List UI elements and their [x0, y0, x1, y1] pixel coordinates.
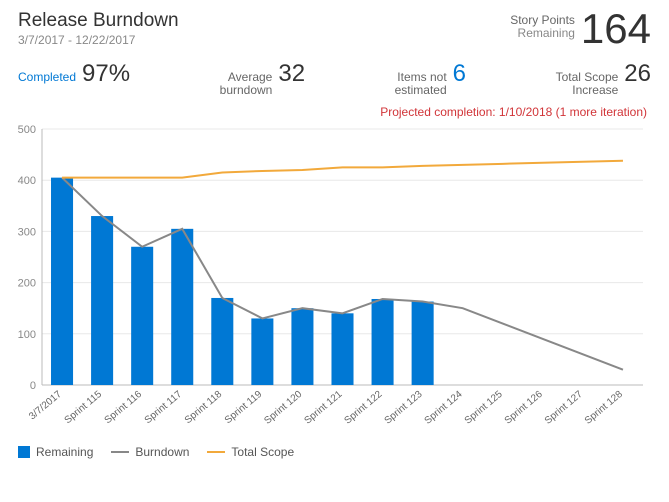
- stat-not-estimated: Items not estimated 6: [395, 60, 466, 97]
- primary-metric: Story Points Remaining 164: [510, 10, 651, 48]
- date-range: 3/7/2017 - 12/22/2017: [18, 33, 179, 47]
- stat-avg-burndown-value: 32: [278, 60, 305, 88]
- svg-text:Sprint 122: Sprint 122: [342, 389, 384, 427]
- legend-burndown: Burndown: [111, 445, 189, 459]
- svg-text:Sprint 126: Sprint 126: [503, 389, 545, 427]
- legend-scope-label: Total Scope: [231, 445, 294, 459]
- svg-text:0: 0: [30, 380, 36, 392]
- svg-text:100: 100: [18, 329, 36, 341]
- title-block: Release Burndown 3/7/2017 - 12/22/2017: [18, 10, 179, 47]
- stat-completed-value: 97%: [82, 60, 130, 88]
- legend-scope: Total Scope: [207, 445, 294, 459]
- legend-burndown-label: Burndown: [135, 445, 189, 459]
- stat-avg-burndown-label: Average burndown: [220, 71, 273, 97]
- burndown-chart: 01002003004005003/7/2017Sprint 115Sprint…: [8, 119, 651, 439]
- svg-text:400: 400: [18, 175, 36, 187]
- svg-text:Sprint 127: Sprint 127: [543, 389, 585, 427]
- line-icon: [111, 451, 129, 453]
- legend-remaining: Remaining: [18, 445, 93, 459]
- chart-area: 01002003004005003/7/2017Sprint 115Sprint…: [0, 119, 669, 439]
- svg-text:3/7/2017: 3/7/2017: [27, 389, 64, 423]
- stat-not-estimated-label: Items not estimated: [395, 71, 447, 97]
- svg-text:Sprint 128: Sprint 128: [583, 389, 625, 427]
- projection-text: Projected completion: 1/10/2018 (1 more …: [0, 103, 669, 119]
- stat-scope-increase: Total Scope Increase 26: [556, 60, 651, 97]
- legend-remaining-label: Remaining: [36, 445, 93, 459]
- svg-text:Sprint 125: Sprint 125: [463, 389, 505, 427]
- stats-row: Completed 97% Average burndown 32 Items …: [0, 52, 669, 103]
- stat-completed-label: Completed: [18, 71, 76, 84]
- primary-metric-value: 164: [581, 10, 651, 48]
- svg-text:Sprint 121: Sprint 121: [302, 389, 344, 427]
- svg-text:Sprint 115: Sprint 115: [63, 389, 105, 427]
- stat-scope-increase-value: 26: [624, 60, 651, 88]
- svg-text:Sprint 119: Sprint 119: [223, 389, 265, 427]
- square-icon: [18, 446, 30, 458]
- svg-text:Sprint 116: Sprint 116: [103, 389, 145, 427]
- svg-text:500: 500: [18, 124, 36, 136]
- svg-text:200: 200: [18, 278, 36, 290]
- header: Release Burndown 3/7/2017 - 12/22/2017 S…: [0, 0, 669, 52]
- stat-completed: Completed 97%: [18, 60, 130, 97]
- svg-text:Sprint 124: Sprint 124: [423, 389, 465, 427]
- svg-text:Sprint 123: Sprint 123: [383, 389, 425, 427]
- legend: Remaining Burndown Total Scope: [0, 439, 669, 465]
- svg-text:300: 300: [18, 227, 36, 239]
- stat-avg-burndown: Average burndown 32: [220, 60, 305, 97]
- svg-text:Sprint 118: Sprint 118: [183, 389, 225, 427]
- svg-text:Sprint 120: Sprint 120: [262, 389, 304, 427]
- primary-metric-label2: Remaining: [510, 27, 575, 40]
- line-icon: [207, 451, 225, 453]
- stat-scope-increase-label: Total Scope Increase: [556, 71, 619, 97]
- svg-text:Sprint 117: Sprint 117: [143, 389, 185, 427]
- stat-not-estimated-value: 6: [453, 60, 466, 88]
- chart-title: Release Burndown: [18, 10, 179, 32]
